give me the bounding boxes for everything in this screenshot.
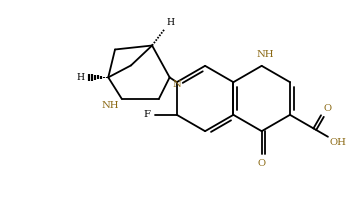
Text: NH: NH <box>101 101 119 110</box>
Text: OH: OH <box>330 138 347 147</box>
Text: F: F <box>144 110 151 119</box>
Text: NH: NH <box>256 50 274 59</box>
Text: O: O <box>323 104 331 113</box>
Text: O: O <box>257 159 265 168</box>
Text: H: H <box>76 73 84 82</box>
Text: N: N <box>172 80 181 89</box>
Text: H: H <box>167 18 175 27</box>
